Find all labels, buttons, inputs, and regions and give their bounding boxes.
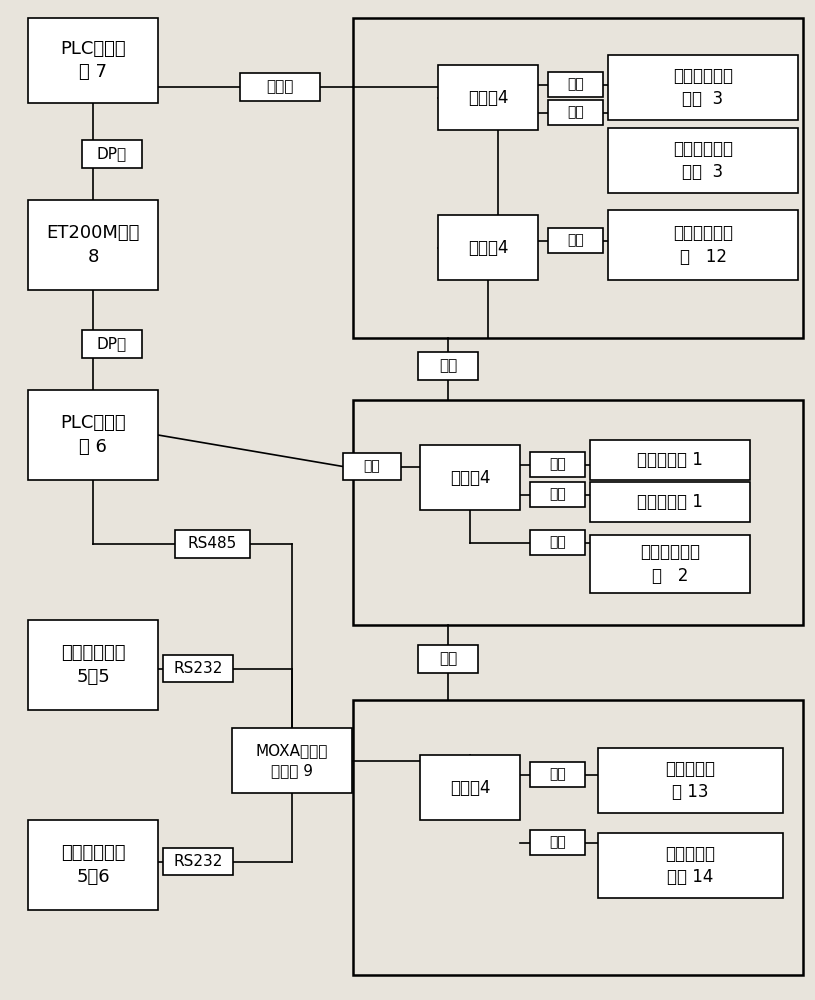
Text: 网线: 网线	[549, 536, 566, 550]
FancyBboxPatch shape	[343, 453, 401, 480]
Text: 网线: 网线	[567, 105, 584, 119]
Text: RS232: RS232	[174, 854, 222, 869]
Text: 计量操作站 1: 计量操作站 1	[637, 451, 703, 469]
Text: 网线: 网线	[567, 233, 584, 247]
Text: 本地计量服务
器   2: 本地计量服务 器 2	[640, 543, 700, 585]
FancyBboxPatch shape	[163, 655, 233, 682]
FancyBboxPatch shape	[608, 128, 798, 193]
FancyBboxPatch shape	[438, 65, 538, 130]
FancyBboxPatch shape	[548, 228, 603, 253]
Text: 交换机4: 交换机4	[450, 468, 491, 487]
Text: 第一称重仪表
5－5: 第一称重仪表 5－5	[61, 644, 126, 686]
Text: MOXA多串口
服务器 9: MOXA多串口 服务器 9	[256, 743, 328, 778]
FancyBboxPatch shape	[530, 762, 585, 787]
FancyBboxPatch shape	[82, 330, 142, 358]
Text: RS232: RS232	[174, 661, 222, 676]
Text: DP网: DP网	[97, 146, 127, 161]
FancyBboxPatch shape	[590, 535, 750, 593]
Text: ET200M从站
8: ET200M从站 8	[46, 224, 139, 266]
Text: 交换机4: 交换机4	[450, 778, 491, 796]
Text: 网线: 网线	[567, 78, 584, 92]
Text: 网线: 网线	[549, 488, 566, 502]
FancyBboxPatch shape	[548, 100, 603, 125]
Text: 网线: 网线	[549, 768, 566, 782]
FancyBboxPatch shape	[530, 530, 585, 555]
FancyBboxPatch shape	[28, 620, 158, 710]
FancyBboxPatch shape	[28, 820, 158, 910]
Text: DP网: DP网	[97, 336, 127, 352]
FancyBboxPatch shape	[530, 830, 585, 855]
Text: 交换机4: 交换机4	[468, 89, 509, 106]
FancyBboxPatch shape	[548, 72, 603, 97]
FancyBboxPatch shape	[418, 352, 478, 380]
Text: 第二称重仪表
5－6: 第二称重仪表 5－6	[61, 844, 126, 886]
Text: 交换机4: 交换机4	[468, 238, 509, 256]
FancyBboxPatch shape	[598, 833, 783, 898]
Text: 计量操作站 1: 计量操作站 1	[637, 493, 703, 511]
FancyBboxPatch shape	[28, 18, 158, 103]
Text: 光纤: 光纤	[438, 652, 457, 666]
Text: 光纤: 光纤	[438, 359, 457, 373]
Text: 船舶卸载操作
站   12: 船舶卸载操作 站 12	[673, 224, 733, 266]
FancyBboxPatch shape	[232, 728, 352, 793]
FancyBboxPatch shape	[438, 215, 538, 280]
FancyBboxPatch shape	[420, 755, 520, 820]
Text: 基础自动化操
作站  3: 基础自动化操 作站 3	[673, 140, 733, 181]
Text: PLC控制主
站 7: PLC控制主 站 7	[60, 40, 126, 81]
FancyBboxPatch shape	[28, 200, 158, 290]
Text: 网线: 网线	[549, 458, 566, 472]
Text: 以太网: 以太网	[267, 80, 293, 95]
Text: 基础自动化操
作站  3: 基础自动化操 作站 3	[673, 67, 733, 108]
FancyBboxPatch shape	[530, 452, 585, 477]
Text: 计量管理中
心 13: 计量管理中 心 13	[666, 760, 716, 801]
FancyBboxPatch shape	[418, 645, 478, 673]
FancyBboxPatch shape	[590, 482, 750, 522]
Text: 网线: 网线	[549, 836, 566, 850]
FancyBboxPatch shape	[240, 73, 320, 101]
FancyBboxPatch shape	[608, 210, 798, 280]
Text: RS485: RS485	[188, 536, 237, 552]
FancyBboxPatch shape	[175, 530, 250, 558]
FancyBboxPatch shape	[420, 445, 520, 510]
FancyBboxPatch shape	[608, 55, 798, 120]
FancyBboxPatch shape	[82, 140, 142, 168]
FancyBboxPatch shape	[598, 748, 783, 813]
Text: PLC控制从
站 6: PLC控制从 站 6	[60, 414, 126, 456]
FancyBboxPatch shape	[530, 482, 585, 507]
FancyBboxPatch shape	[163, 848, 233, 875]
FancyBboxPatch shape	[28, 390, 158, 480]
Text: 计量管理服
务器 14: 计量管理服 务器 14	[666, 845, 716, 886]
FancyBboxPatch shape	[590, 440, 750, 480]
Text: 网线: 网线	[363, 460, 381, 474]
